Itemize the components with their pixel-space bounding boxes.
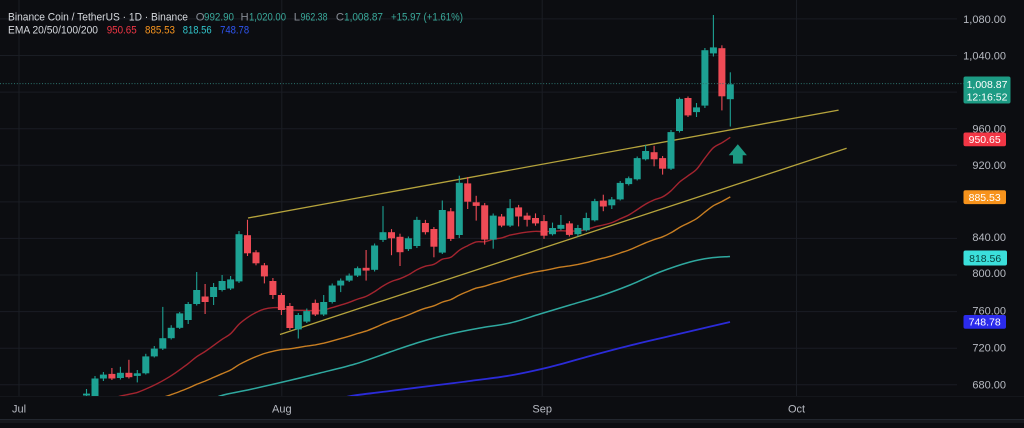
svg-text:Jul: Jul xyxy=(12,404,26,416)
svg-text:EMA 20/50/100/200: EMA 20/50/100/200 xyxy=(8,25,98,37)
svg-text:L: L xyxy=(294,12,300,24)
svg-text:Binance Coin / TetherUS · 1D ·: Binance Coin / TetherUS · 1D · Binance xyxy=(8,12,188,24)
svg-text:Oct: Oct xyxy=(788,404,805,416)
svg-text:+15.97 (+1.61%): +15.97 (+1.61%) xyxy=(391,12,463,24)
svg-text:818.56: 818.56 xyxy=(183,25,212,37)
svg-text:1,040.00: 1,040.00 xyxy=(963,50,1006,62)
svg-text:950.65: 950.65 xyxy=(969,134,1001,146)
svg-text:885.53: 885.53 xyxy=(969,192,1001,204)
svg-text:1,008.87: 1,008.87 xyxy=(344,12,383,24)
svg-text:C: C xyxy=(336,12,344,24)
svg-text:800.00: 800.00 xyxy=(972,268,1006,280)
svg-text:885.53: 885.53 xyxy=(145,25,175,37)
svg-text:H: H xyxy=(241,12,249,24)
svg-text:680.00: 680.00 xyxy=(972,379,1006,391)
svg-text:962.38: 962.38 xyxy=(301,12,328,24)
svg-text:748.78: 748.78 xyxy=(969,317,1001,329)
svg-text:950.65: 950.65 xyxy=(107,25,137,37)
svg-text:720.00: 720.00 xyxy=(972,343,1006,355)
svg-text:12:16:52: 12:16:52 xyxy=(967,92,1008,104)
svg-text:1,080.00: 1,080.00 xyxy=(963,14,1006,26)
svg-text:818.56: 818.56 xyxy=(969,253,1001,265)
svg-text:992.90: 992.90 xyxy=(204,12,234,24)
svg-text:Aug: Aug xyxy=(272,404,292,416)
svg-text:760.00: 760.00 xyxy=(972,305,1006,317)
svg-text:1,008.87: 1,008.87 xyxy=(967,79,1008,91)
svg-text:920.00: 920.00 xyxy=(972,160,1006,172)
svg-text:1,020.00: 1,020.00 xyxy=(249,12,286,24)
svg-text:Sep: Sep xyxy=(532,404,552,416)
svg-text:840.00: 840.00 xyxy=(972,232,1006,244)
svg-text:O: O xyxy=(196,12,205,24)
svg-text:748.78: 748.78 xyxy=(220,25,249,37)
